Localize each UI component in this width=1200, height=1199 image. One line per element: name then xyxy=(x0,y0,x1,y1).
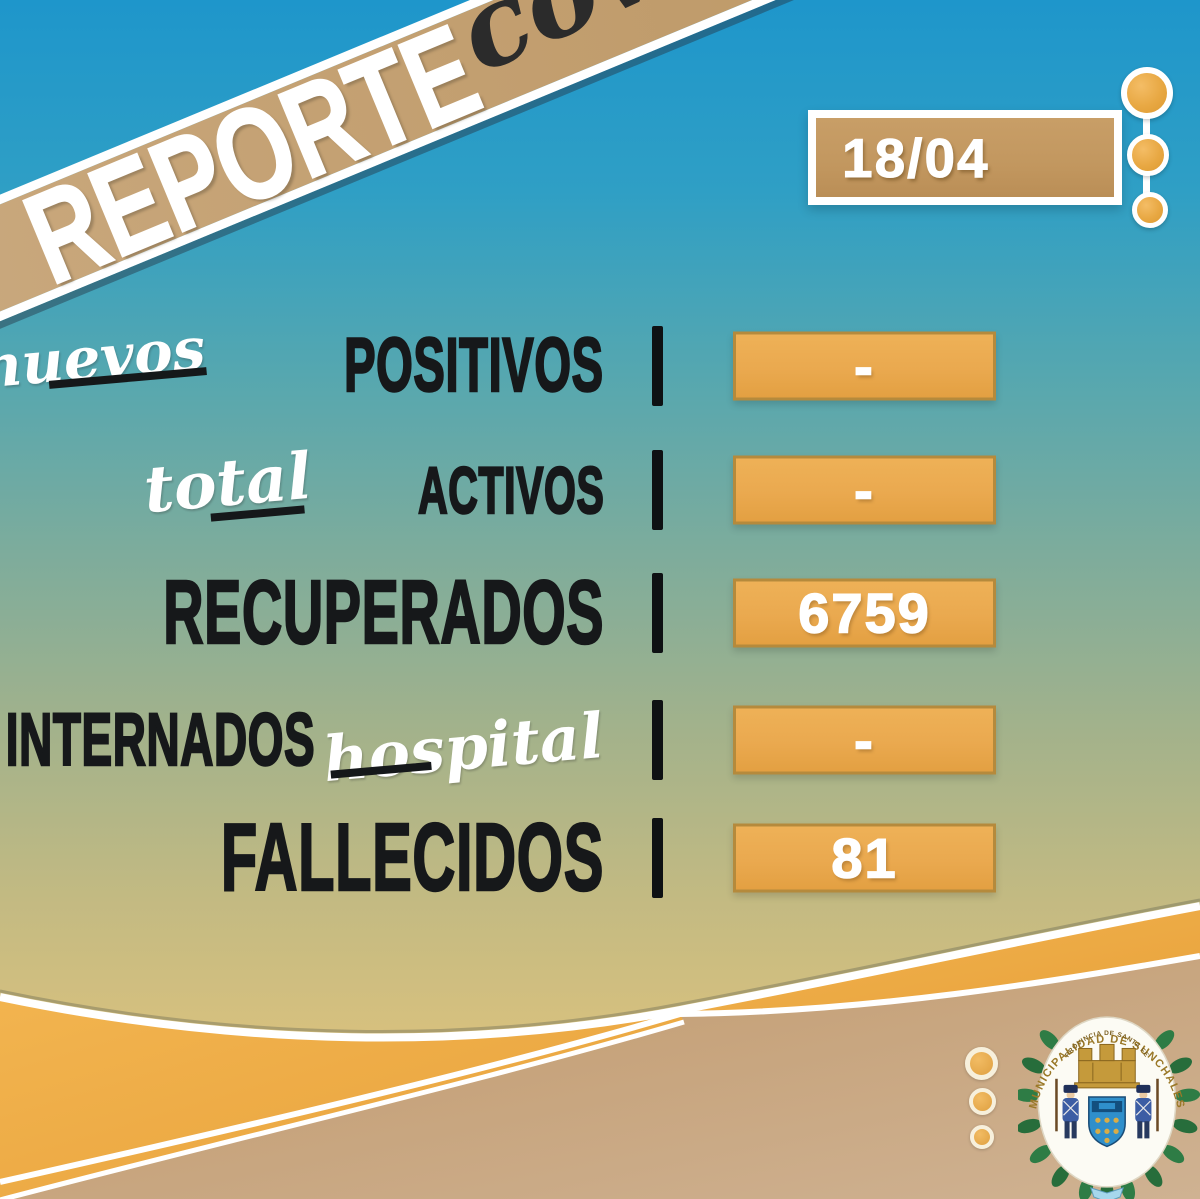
separator-bar xyxy=(652,326,663,406)
separator-bar xyxy=(652,573,663,653)
stat-label-zone: nuevos POSITIVOS xyxy=(0,314,604,408)
script-word-total: total xyxy=(141,438,315,529)
stat-value: - xyxy=(853,458,875,521)
wave-brown xyxy=(3,956,1200,1199)
wave-orange-left xyxy=(0,997,684,1199)
wave-white-line-right xyxy=(679,953,1200,1017)
report-date: 18/04 xyxy=(842,126,990,189)
banner-title: REPORTE xyxy=(5,0,498,312)
stat-row-activos: total ACTIVOS - xyxy=(0,439,1200,530)
stat-label: ACTIVOS xyxy=(417,453,604,527)
stat-value: - xyxy=(853,708,875,771)
date-badge: 18/04 xyxy=(808,110,1122,205)
shield-icon xyxy=(1088,1096,1126,1148)
timeline-dot-small xyxy=(1132,192,1168,228)
script-word-nuevos: nuevos xyxy=(0,314,208,401)
stat-row-internados: INTERNADOS hospital - xyxy=(0,698,1200,796)
footer-dot-large xyxy=(965,1047,998,1080)
wave-white-line-diag2 xyxy=(0,1019,685,1199)
wave-shadow-line xyxy=(0,898,1200,1034)
stat-value: 6759 xyxy=(797,581,931,644)
stat-label-zone: RECUPERADOS xyxy=(0,563,604,663)
stat-label: RECUPERADOS xyxy=(162,563,604,663)
timeline-dot-large xyxy=(1121,67,1173,119)
ribbon-icon xyxy=(1090,1187,1124,1199)
timeline-dot-medium xyxy=(1127,134,1169,176)
soldier-right-icon xyxy=(1135,1078,1159,1139)
banner-subtitle-script: covid xyxy=(438,0,785,97)
stat-label: POSITIVOS xyxy=(344,323,604,408)
value-box: 81 xyxy=(733,823,996,893)
stat-value: 81 xyxy=(831,826,898,889)
separator-bar xyxy=(652,450,663,530)
stat-label-zone: FALLECIDOS xyxy=(0,804,604,911)
separator-bar xyxy=(652,818,663,898)
separator-bar xyxy=(652,700,663,780)
footer-dot-medium xyxy=(969,1088,996,1115)
footer-dot-small xyxy=(970,1125,994,1149)
castle-icon xyxy=(1074,1043,1140,1089)
value-box: - xyxy=(733,331,996,401)
value-box: - xyxy=(733,705,996,775)
wave-white-line-top xyxy=(0,902,1200,1042)
stat-row-positivos: nuevos POSITIVOS - xyxy=(0,314,1200,408)
stat-row-fallecidos: FALLECIDOS 81 xyxy=(0,808,1200,907)
municipal-crest: MUNICIPALIDAD DE SUNCHALES PROVINCIA DE … xyxy=(1018,1016,1200,1199)
stat-label: FALLECIDOS xyxy=(220,804,604,911)
stat-label-zone: total ACTIVOS xyxy=(141,439,604,528)
wave-white-line-diag1 xyxy=(0,1011,681,1185)
script-word-hospital: hospital xyxy=(320,698,607,797)
footer-waves xyxy=(0,898,1200,1199)
stat-row-recuperados: RECUPERADOS 6759 xyxy=(0,567,1200,659)
value-box: - xyxy=(733,455,996,525)
stat-label: INTERNADOS xyxy=(5,698,316,781)
value-box: 6759 xyxy=(733,578,996,648)
stat-label-zone: INTERNADOS hospital xyxy=(0,698,607,796)
stat-value: - xyxy=(853,334,875,397)
soldier-left-icon xyxy=(1055,1078,1079,1139)
